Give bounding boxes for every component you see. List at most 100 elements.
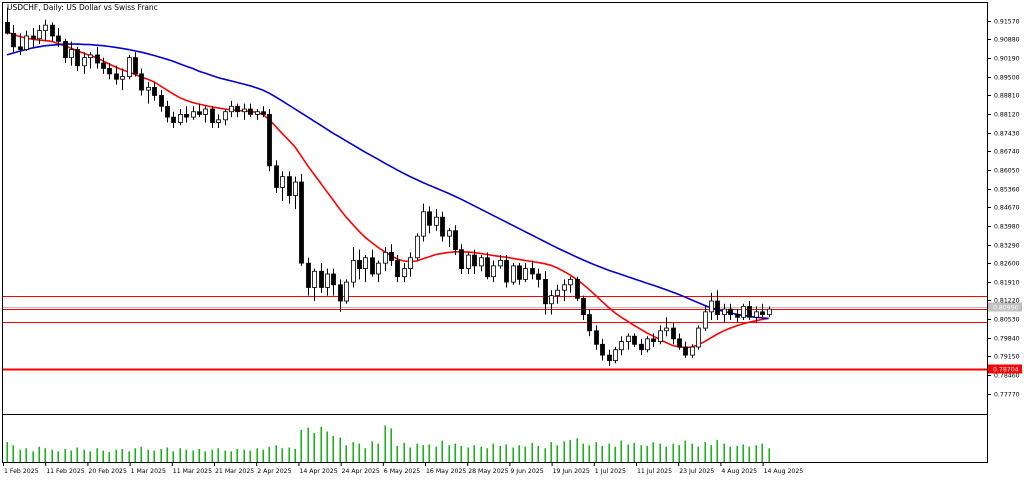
volume-bar [448, 445, 450, 462]
candle-body [95, 54, 100, 64]
volume-bar [6, 442, 8, 462]
candle [133, 52, 138, 77]
plot-border [2, 2, 988, 463]
candle [63, 38, 68, 64]
candle-body [82, 57, 87, 67]
volume-bar [115, 449, 117, 462]
candle [421, 203, 426, 242]
volume-bar [710, 445, 712, 462]
volume-bar [684, 440, 686, 462]
volume-bar [646, 445, 648, 462]
candle-body [197, 111, 202, 115]
candle-body [210, 108, 215, 123]
volume-bar [595, 442, 597, 462]
volume-bar [396, 445, 398, 462]
candle [107, 63, 112, 80]
candle-body [63, 41, 68, 59]
y-tick-label: 0.87430 [994, 131, 1020, 138]
candle-body [703, 311, 708, 329]
volume-bar [249, 450, 251, 462]
volume-bar [697, 446, 699, 462]
volume-bar [678, 445, 680, 462]
candle [11, 25, 16, 53]
candle-body [389, 251, 394, 261]
candle [626, 333, 631, 350]
candle [37, 25, 42, 45]
volume-bar [12, 445, 14, 462]
candle [651, 333, 656, 348]
volume-bar [352, 442, 354, 462]
candle-body [223, 111, 228, 121]
candle-body [18, 46, 23, 50]
candle [741, 303, 746, 320]
candle [75, 46, 80, 72]
volume-bar [761, 443, 763, 462]
candle-body [216, 119, 221, 123]
candle [402, 263, 407, 283]
candle [171, 111, 176, 128]
candle [479, 255, 484, 272]
candle [293, 176, 298, 210]
current-price-label: 0.80990 [993, 305, 1019, 312]
candle-body [671, 327, 676, 340]
candle-body [459, 249, 464, 269]
candle-body [165, 105, 170, 118]
candle-body [754, 311, 759, 318]
candle [223, 109, 228, 126]
candle-body [120, 76, 125, 80]
candle-body [619, 341, 624, 351]
candle-body [338, 284, 343, 302]
candle [101, 57, 106, 74]
candle [376, 260, 381, 283]
candle [197, 103, 202, 118]
candle-body [325, 273, 330, 288]
volume-bar [473, 445, 475, 462]
candle-body [715, 300, 720, 315]
candle-body [498, 260, 503, 267]
candle [395, 255, 400, 283]
volume-bar [147, 449, 149, 462]
candle [31, 27, 36, 47]
candle [235, 103, 240, 118]
candle [363, 255, 368, 283]
volume-bar [409, 447, 411, 462]
candle [504, 255, 509, 288]
candle [287, 171, 292, 204]
volume-bar [755, 445, 757, 462]
candle [319, 263, 324, 293]
volume-bar [652, 442, 654, 462]
candle [722, 303, 727, 323]
volume-bar [243, 449, 245, 462]
candle-body [229, 105, 234, 113]
candle [491, 260, 496, 283]
volume-bar [179, 448, 181, 462]
volume-bar [627, 444, 629, 462]
candle-body [453, 230, 458, 251]
y-tick-label: 0.82600 [994, 261, 1020, 268]
candle-body [319, 270, 324, 288]
candle-body [5, 22, 10, 34]
candle [664, 317, 669, 337]
candle-body [690, 346, 695, 356]
candle-body [549, 295, 554, 305]
level-price-label: 0.78704 [993, 366, 1019, 373]
y-tick-label: 0.79840 [994, 336, 1020, 343]
candle [280, 171, 285, 201]
candle-body [581, 297, 586, 315]
candle [472, 249, 477, 274]
level-price-box [988, 364, 1022, 374]
x-tick-label: 4 Aug 2025 [721, 468, 757, 475]
volume-bar [736, 445, 738, 462]
candle [709, 292, 714, 320]
volume-bar [364, 448, 366, 462]
volume-bar [166, 447, 168, 462]
candle-body [626, 335, 631, 343]
volume-bar [204, 451, 206, 462]
candle [696, 325, 701, 350]
candle-body [408, 257, 413, 269]
candle-body [613, 349, 618, 361]
y-tick-label: 0.78460 [994, 373, 1020, 380]
volume-bar [57, 451, 59, 462]
volume-bar [550, 442, 552, 462]
